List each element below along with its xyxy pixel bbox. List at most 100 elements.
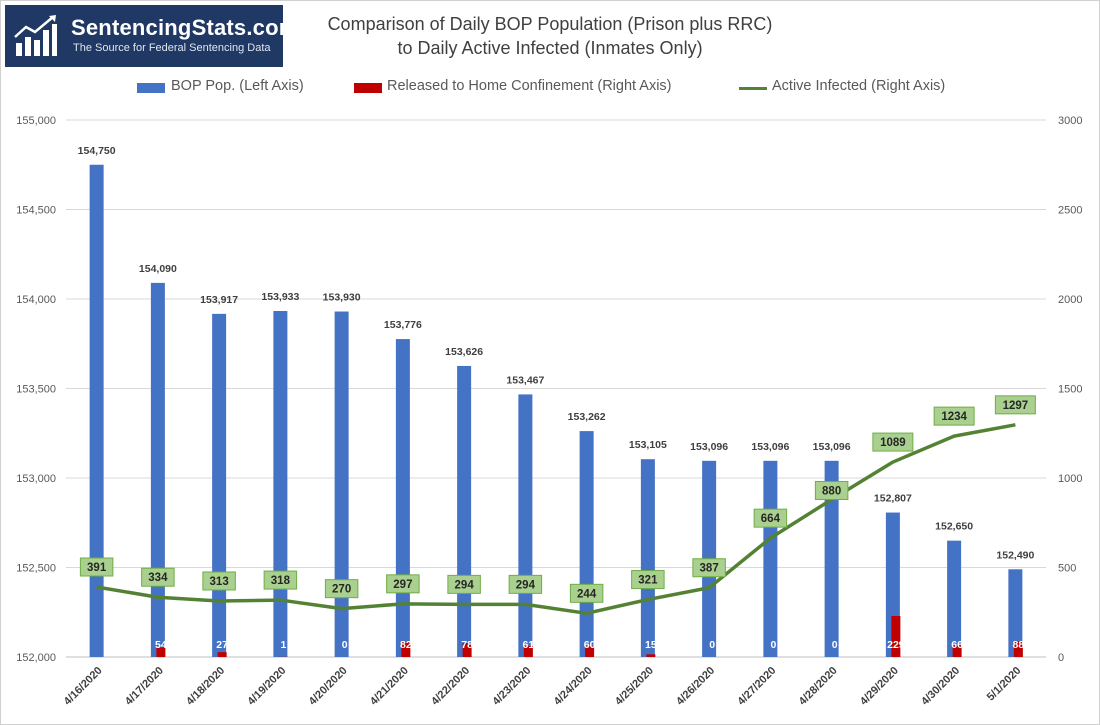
logo-tagline: The Source for Federal Sentencing Data xyxy=(73,42,271,54)
bar-bop-population xyxy=(457,365,472,657)
data-label-box-active-infected xyxy=(569,583,604,603)
bar-home-confinement xyxy=(1013,641,1023,657)
data-label-box-active-infected xyxy=(263,570,298,590)
left-axis-tick-label: 154,500 xyxy=(16,205,56,217)
x-axis-tick-label: 4/30/2020 xyxy=(919,665,962,708)
data-label-home-confinement: 78 xyxy=(461,639,473,651)
data-label-active-infected: 294 xyxy=(455,579,475,591)
data-label-home-confinement: 61 xyxy=(523,639,535,651)
right-axis-tick-label: 0 xyxy=(1058,652,1064,664)
data-label-home-confinement: 60 xyxy=(584,639,596,651)
data-label-box-active-infected xyxy=(692,558,726,578)
data-label-box-active-infected xyxy=(386,574,420,594)
bar-home-confinement xyxy=(952,645,962,657)
x-axis-tick-label: 5/1/2020 xyxy=(985,665,1024,704)
data-label-box-active-infected xyxy=(631,570,665,590)
data-label-bop-population: 153,930 xyxy=(323,292,361,304)
right-axis-tick-label: 2500 xyxy=(1058,205,1082,217)
right-axis-tick-label: 3000 xyxy=(1058,115,1082,127)
site-logo: SentencingStats.com The Source for Feder… xyxy=(5,5,298,67)
data-label-active-infected: 270 xyxy=(332,584,351,596)
legend-swatch-home-confinement xyxy=(354,83,382,93)
x-axis-tick-label: 4/29/2020 xyxy=(858,665,901,708)
bar-bop-population xyxy=(273,310,288,657)
data-label-home-confinement: 0 xyxy=(342,639,348,651)
data-label-active-infected: 1234 xyxy=(941,411,967,423)
bar-chart-logo-icon xyxy=(14,15,57,56)
data-label-active-infected: 294 xyxy=(516,579,536,591)
data-label-active-infected: 1297 xyxy=(1003,400,1029,412)
legend-label-home-confinement: Released to Home Confinement (Right Axis… xyxy=(387,78,672,94)
left-axis-tick-label: 153,000 xyxy=(16,473,56,485)
x-axis-tick-label: 4/25/2020 xyxy=(613,665,656,708)
data-label-bop-population: 153,917 xyxy=(200,294,238,306)
data-label-bop-population: 152,650 xyxy=(935,521,973,533)
data-label-home-confinement: 0 xyxy=(770,639,776,651)
left-axis-tick-label: 152,000 xyxy=(16,652,56,664)
left-axis-tick-label: 154,000 xyxy=(16,294,56,306)
data-label-box-active-infected xyxy=(872,432,914,452)
data-label-bop-population: 153,096 xyxy=(690,441,728,453)
data-label-bop-population: 153,262 xyxy=(568,411,606,423)
bar-bop-population xyxy=(518,394,533,657)
data-label-home-confinement: 0 xyxy=(709,639,715,651)
data-label-active-infected: 244 xyxy=(577,588,597,600)
data-label-home-confinement: 0 xyxy=(832,639,838,651)
bar-home-confinement xyxy=(523,646,533,657)
right-axis-tick-label: 500 xyxy=(1058,563,1076,575)
left-axis-tick-label: 153,500 xyxy=(16,384,56,396)
data-label-box-active-infected xyxy=(79,557,114,577)
data-label-home-confinement: 1 xyxy=(280,639,286,651)
data-label-active-infected: 391 xyxy=(87,562,107,574)
data-label-bop-population: 152,807 xyxy=(874,493,912,505)
data-label-home-confinement: 229 xyxy=(887,639,905,651)
data-label-box-active-infected xyxy=(933,406,975,426)
bar-bop-population xyxy=(1008,569,1023,657)
data-label-bop-population: 153,105 xyxy=(629,439,667,451)
data-label-box-active-infected xyxy=(753,508,788,528)
bar-bop-population xyxy=(89,164,104,657)
legend-swatch-bop xyxy=(137,83,165,93)
data-label-home-confinement: 82 xyxy=(400,639,412,651)
left-axis-tick-label: 155,000 xyxy=(16,115,56,127)
bar-bop-population xyxy=(150,282,165,657)
data-label-bop-population: 154,750 xyxy=(78,145,116,157)
legend-label-bop: BOP Pop. (Left Axis) xyxy=(171,78,304,94)
data-label-box-active-infected xyxy=(994,395,1036,415)
data-label-box-active-infected xyxy=(202,571,236,591)
data-label-active-infected: 321 xyxy=(638,575,658,587)
legend-swatch-active-infected xyxy=(739,87,767,90)
chart-title: Comparison of Daily BOP Population (Pris… xyxy=(290,12,810,60)
left-axis-tick-label: 152,500 xyxy=(16,563,56,575)
data-label-box-active-infected xyxy=(447,574,481,594)
data-label-active-infected: 313 xyxy=(210,576,229,588)
data-label-box-active-infected xyxy=(141,567,175,587)
line-active-infected xyxy=(96,423,1016,616)
x-axis-tick-label: 4/18/2020 xyxy=(184,665,227,708)
data-label-bop-population: 154,090 xyxy=(139,263,177,275)
x-axis-tick-label: 4/17/2020 xyxy=(123,665,166,708)
bar-bop-population xyxy=(640,459,655,657)
chart-legend: BOP Pop. (Left Axis) Released to Home Co… xyxy=(0,78,1100,98)
data-label-box-active-infected xyxy=(508,574,543,594)
bar-home-confinement xyxy=(646,654,656,657)
data-label-active-infected: 318 xyxy=(271,575,291,587)
bar-home-confinement xyxy=(217,652,227,657)
data-label-bop-population: 153,933 xyxy=(261,291,299,303)
bar-home-confinement xyxy=(462,643,472,657)
data-label-bop-population: 153,467 xyxy=(506,374,544,386)
bar-home-confinement xyxy=(401,642,411,657)
chart-title-line-2: to Daily Active Infected (Inmates Only) xyxy=(397,38,703,58)
x-axis-tick-label: 4/16/2020 xyxy=(62,665,105,708)
legend-label-active-infected: Active Infected (Right Axis) xyxy=(772,78,946,94)
x-axis-tick-label: 4/24/2020 xyxy=(552,665,595,708)
data-label-home-confinement: 54 xyxy=(155,639,167,651)
data-label-box-active-infected xyxy=(814,480,849,500)
data-label-bop-population: 153,096 xyxy=(813,441,851,453)
data-label-home-confinement: 66 xyxy=(951,639,963,651)
x-axis-tick-label: 4/21/2020 xyxy=(368,665,411,708)
right-axis-tick-label: 1000 xyxy=(1058,473,1082,485)
x-axis-tick-label: 4/20/2020 xyxy=(307,665,350,708)
x-axis-tick-label: 4/23/2020 xyxy=(490,665,533,708)
